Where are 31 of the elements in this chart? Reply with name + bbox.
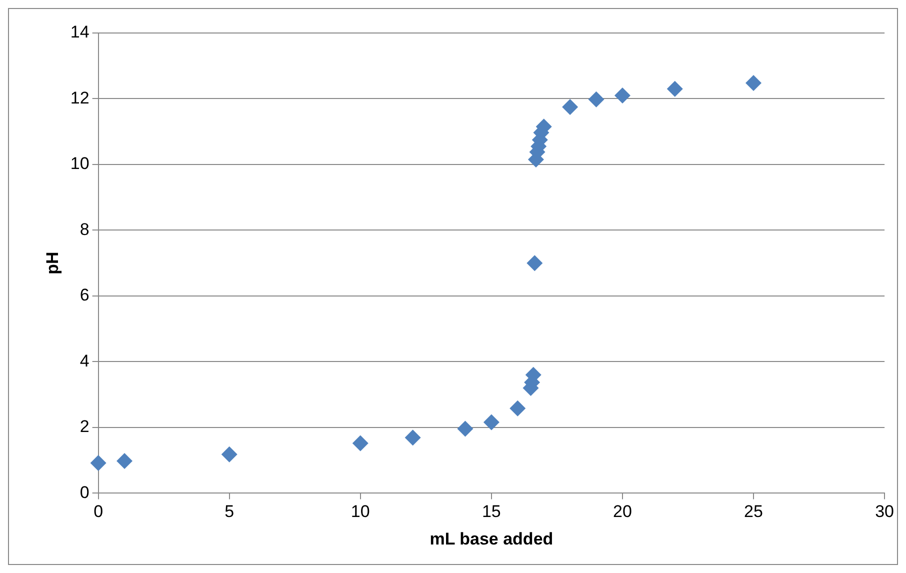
y-axis-title: pH	[42, 252, 62, 274]
x-tick-label: 0	[94, 502, 104, 522]
point	[614, 87, 630, 104]
y-tick-label: 2	[80, 417, 90, 436]
x-axis-title: mL base added	[430, 529, 554, 548]
y-tick-label: 4	[80, 351, 90, 370]
y-tick-label: 6	[80, 286, 90, 305]
point	[457, 420, 474, 437]
point	[526, 255, 543, 272]
point	[221, 446, 238, 462]
point	[404, 430, 421, 446]
y-tick-label: 14	[70, 22, 90, 42]
x-tick-label: 20	[613, 502, 632, 522]
point	[352, 435, 368, 452]
point	[666, 80, 683, 97]
y-tick-label: 12	[70, 88, 90, 108]
y-tick-label: 10	[70, 154, 90, 174]
y-tick-label: 0	[80, 482, 90, 502]
x-tick-label: 10	[350, 502, 370, 522]
x-tick-label: 5	[224, 502, 234, 522]
point	[588, 91, 604, 108]
x-tick-label: 25	[744, 502, 763, 522]
x-tick-label: 15	[482, 502, 501, 522]
point	[483, 414, 500, 430]
point	[562, 98, 578, 115]
point	[116, 452, 133, 469]
point	[90, 454, 106, 471]
y-tick-label: 8	[80, 220, 90, 239]
x-tick-label: 30	[875, 502, 894, 522]
point	[510, 400, 526, 416]
point	[746, 74, 762, 91]
